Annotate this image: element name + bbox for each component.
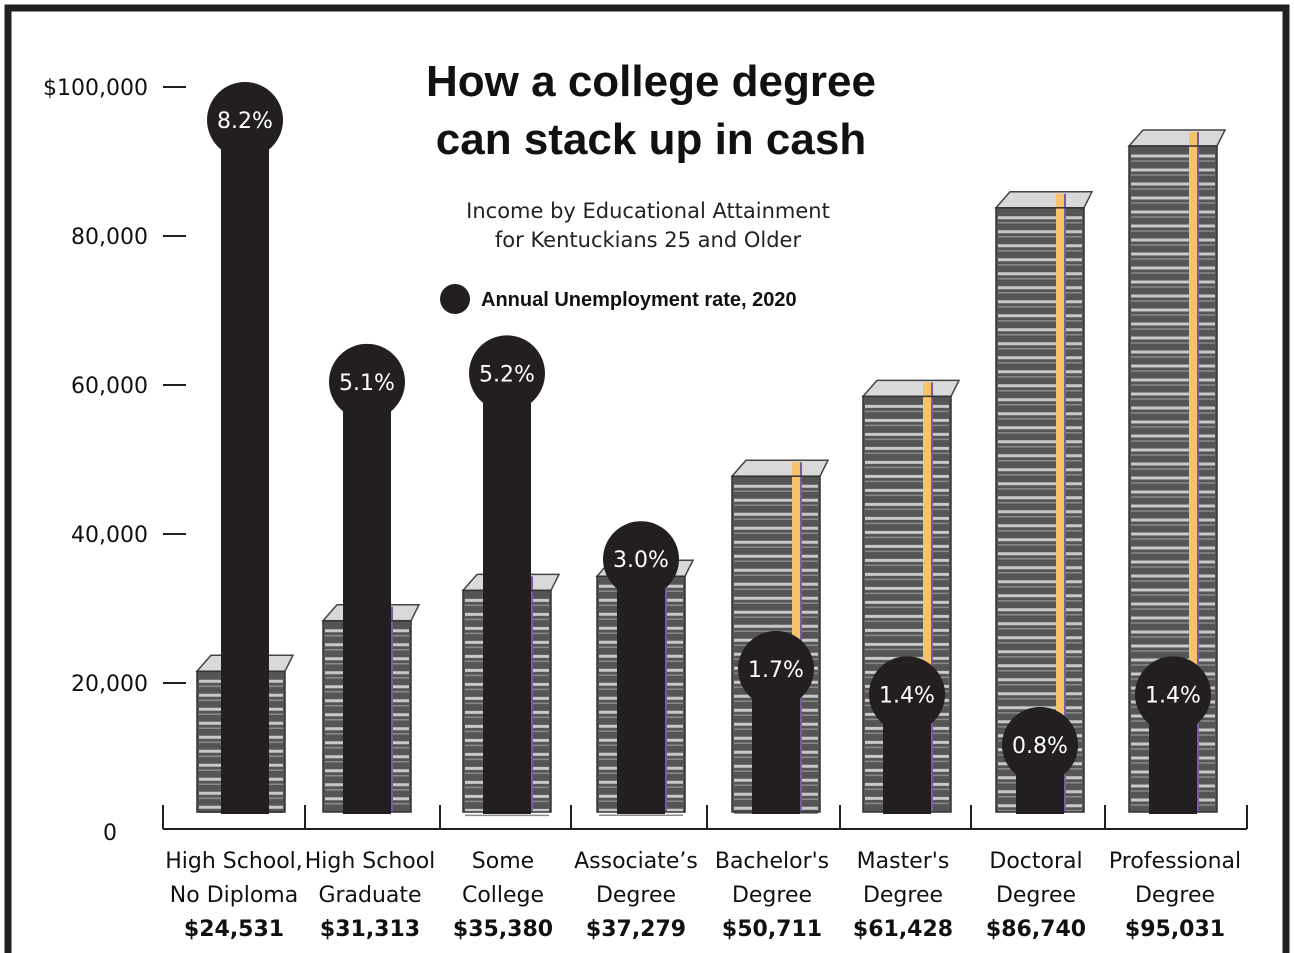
income-value-label: $86,740 [986, 917, 1086, 942]
income-value-label: $24,531 [184, 917, 284, 942]
income-value-label: $61,428 [853, 917, 953, 942]
y-tick-label: 60,000 [71, 374, 148, 399]
category-label: Doctoral [989, 849, 1082, 874]
y-tick-label: $100,000 [43, 76, 148, 101]
unemployment-circle [469, 335, 545, 412]
chart-subtitle-line-1: Income by Educational Attainment [466, 199, 830, 223]
y-tick-label: 0 [103, 821, 117, 846]
unemployment-rate-label: 1.7% [748, 658, 804, 683]
unemployment-circle [329, 343, 405, 420]
unemployment-stem [617, 559, 665, 814]
unemployment-markers-layer: 8.2% 5.1% 5.2% 3.0% 1.7% 1.4% 0.8% 1.4% [207, 82, 1211, 814]
category-label: Degree [863, 883, 943, 908]
unemployment-circle [1135, 656, 1211, 733]
cash-stack-top [730, 459, 830, 477]
cash-stack-top [994, 191, 1094, 209]
unemployment-marker: 0.8% [1002, 707, 1078, 814]
cash-stack-top [861, 379, 961, 398]
legend-marker [440, 284, 470, 314]
unemployment-stem [483, 373, 531, 814]
unemployment-marker: 1.7% [738, 630, 814, 814]
unemployment-marker: 5.2% [469, 335, 545, 814]
category-label: Professional [1109, 849, 1241, 874]
y-tick-label: 40,000 [71, 523, 148, 548]
axis-layer: 0 20,000 40,000 60,000 80,000 $100,000 [43, 76, 1248, 846]
unemployment-rate-label: 0.8% [1012, 734, 1068, 759]
currency-strap [1189, 132, 1197, 812]
category-label: Degree [996, 883, 1076, 908]
y-tick-label: 80,000 [71, 225, 148, 250]
category-label: Degree [596, 883, 676, 908]
currency-strap [923, 382, 931, 812]
income-value-label: $95,031 [1125, 917, 1225, 942]
unemployment-marker: 1.4% [1135, 656, 1211, 814]
unemployment-rate-label: 3.0% [613, 548, 669, 573]
unemployment-marker: 5.1% [329, 343, 405, 814]
unemployment-rate-label: 8.2% [217, 109, 273, 134]
unemployment-rate-label: 5.2% [479, 362, 535, 387]
unemployment-marker: 1.4% [869, 656, 945, 814]
income-value-label: $37,279 [586, 917, 686, 942]
unemployment-rate-label: 1.4% [879, 683, 935, 708]
category-label: Associate’s [574, 849, 698, 874]
category-label: Master's [857, 849, 950, 874]
category-label: College [462, 883, 544, 908]
unemployment-circle [738, 630, 814, 707]
frame-border [4, 4, 1290, 953]
chart-title-line-1: How a college degree [426, 57, 876, 106]
income-value-label: $35,380 [453, 917, 553, 942]
unemployment-rate-label: 5.1% [339, 371, 395, 396]
chart-subtitle-line-2: for Kentuckians 25 and Older [495, 228, 802, 252]
legend-label: Annual Unemployment rate, 2020 [481, 289, 797, 311]
y-tick-label: 20,000 [71, 672, 148, 697]
unemployment-circle [603, 521, 679, 598]
category-label: Degree [1135, 883, 1215, 908]
chart-title-line-2: can stack up in cash [436, 115, 866, 164]
unemployment-stem [343, 381, 391, 814]
category-label: High School, [165, 849, 303, 874]
category-label: Graduate [318, 883, 421, 908]
unemployment-marker: 8.2% [207, 82, 283, 814]
unemployment-circle [1002, 707, 1078, 783]
income-value-label: $31,313 [320, 917, 420, 942]
income-value-label: $50,711 [722, 917, 822, 942]
category-label: Degree [732, 883, 812, 908]
unemployment-marker: 3.0% [603, 521, 679, 814]
category-label: Bachelor's [715, 849, 829, 874]
header-layer: How a college degree can stack up in cas… [426, 57, 876, 314]
unemployment-rate-label: 1.4% [1145, 683, 1201, 708]
unemployment-circle [207, 82, 283, 158]
category-label: No Diploma [170, 883, 298, 908]
category-label: Some [472, 849, 534, 874]
category-label: High School [305, 849, 436, 874]
currency-strap [1056, 193, 1064, 813]
cash-stack-top [1127, 129, 1227, 147]
unemployment-stem [221, 120, 269, 814]
unemployment-circle [869, 656, 945, 733]
category-labels-layer: High School, No Diploma $24,531 High School… [165, 849, 1241, 942]
